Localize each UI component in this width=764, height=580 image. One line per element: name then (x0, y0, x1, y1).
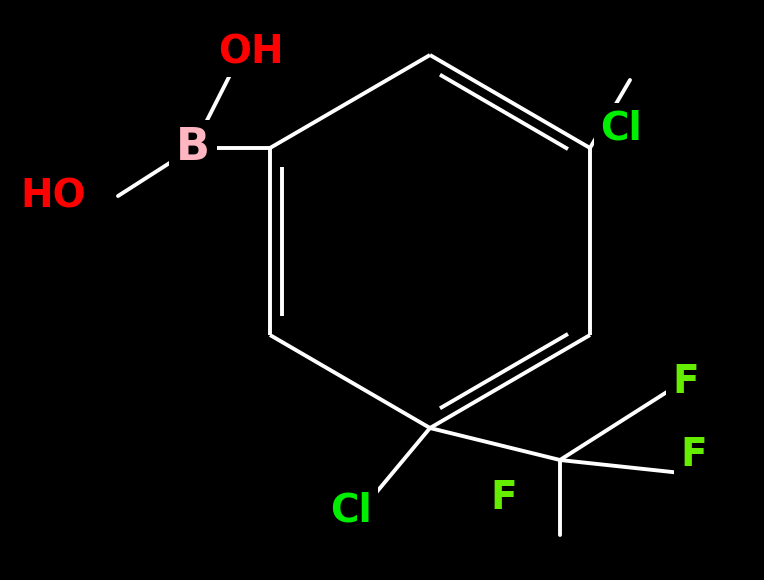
Text: F: F (672, 363, 698, 401)
Text: OH: OH (218, 33, 283, 71)
Text: F: F (490, 479, 516, 517)
Text: Cl: Cl (330, 491, 372, 529)
Text: F: F (680, 436, 707, 474)
Text: B: B (176, 126, 210, 169)
Text: HO: HO (20, 177, 86, 215)
Text: Cl: Cl (600, 109, 642, 147)
